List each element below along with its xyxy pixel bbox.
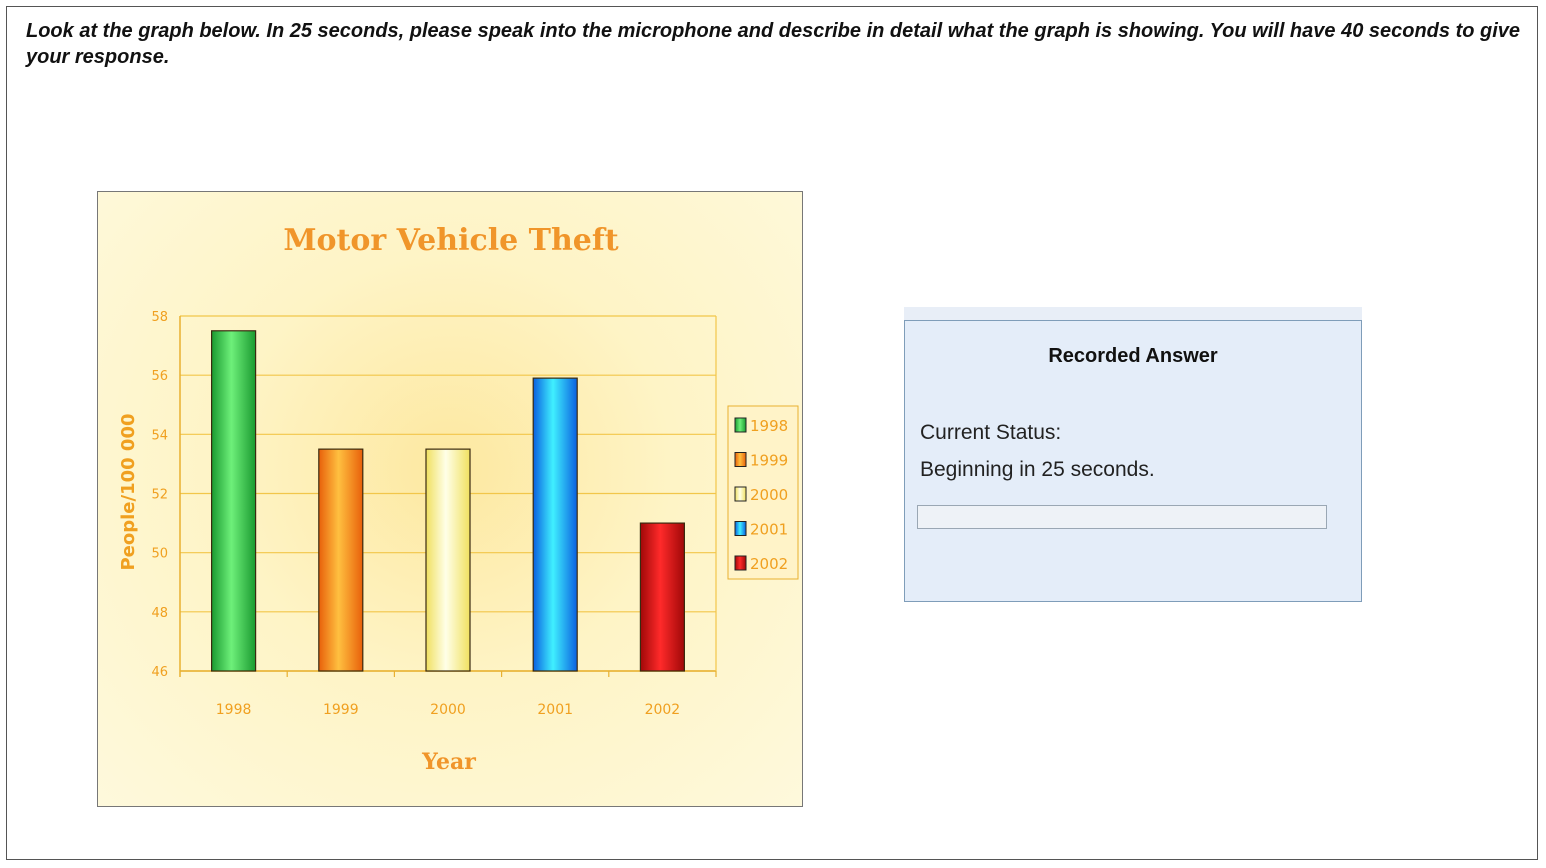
recorded-answer-panel: Recorded Answer Current Status: Beginnin…	[904, 320, 1362, 602]
bar-2000	[425, 448, 471, 672]
bar-1999	[318, 448, 364, 672]
bar-1998	[210, 330, 257, 672]
y-tick-label: 46	[151, 665, 168, 680]
x-tick-label: 2001	[537, 702, 573, 718]
legend-swatch-1999	[734, 452, 747, 467]
legend-label: 2002	[750, 555, 788, 573]
current-status-label: Current Status:	[920, 421, 1062, 444]
bar-2001	[532, 377, 578, 672]
legend-label: 2001	[750, 521, 788, 539]
y-tick-label: 56	[151, 369, 168, 384]
current-status-text: Beginning in 25 seconds.	[920, 458, 1155, 481]
bar-2002	[639, 522, 686, 672]
y-tick-label: 50	[151, 547, 168, 562]
legend-label: 2000	[750, 486, 788, 504]
legend-swatch-1998	[734, 417, 747, 433]
legend-label: 1999	[750, 452, 788, 470]
chart-svg: Motor Vehicle Theft People/100 000 Year …	[118, 223, 799, 775]
recorder-top-strip	[904, 307, 1362, 320]
chart-title: Motor Vehicle Theft	[283, 223, 618, 258]
y-axis-label: People/100 000	[118, 413, 139, 570]
instructions-text: Look at the graph below. In 25 seconds, …	[26, 20, 1521, 68]
recorded-answer-title: Recorded Answer	[1048, 345, 1218, 367]
y-tick-label: 58	[151, 310, 168, 325]
legend-label: 1998	[750, 417, 788, 435]
legend-swatch-2001	[734, 521, 747, 536]
legend-swatch-2000	[734, 486, 747, 502]
x-tick-label: 2000	[430, 702, 466, 718]
y-tick-label: 52	[151, 488, 168, 503]
x-tick-label: 1999	[323, 702, 359, 718]
motor-vehicle-theft-chart: Motor Vehicle Theft People/100 000 Year …	[97, 191, 803, 807]
y-tick-label: 54	[151, 428, 168, 443]
recording-progress-bar	[917, 505, 1327, 529]
y-tick-label: 48	[151, 606, 168, 621]
x-tick-label: 2002	[645, 702, 681, 718]
x-tick-label: 1998	[216, 702, 252, 718]
legend-swatch-2002	[734, 555, 747, 571]
x-axis-label: Year	[421, 749, 476, 775]
